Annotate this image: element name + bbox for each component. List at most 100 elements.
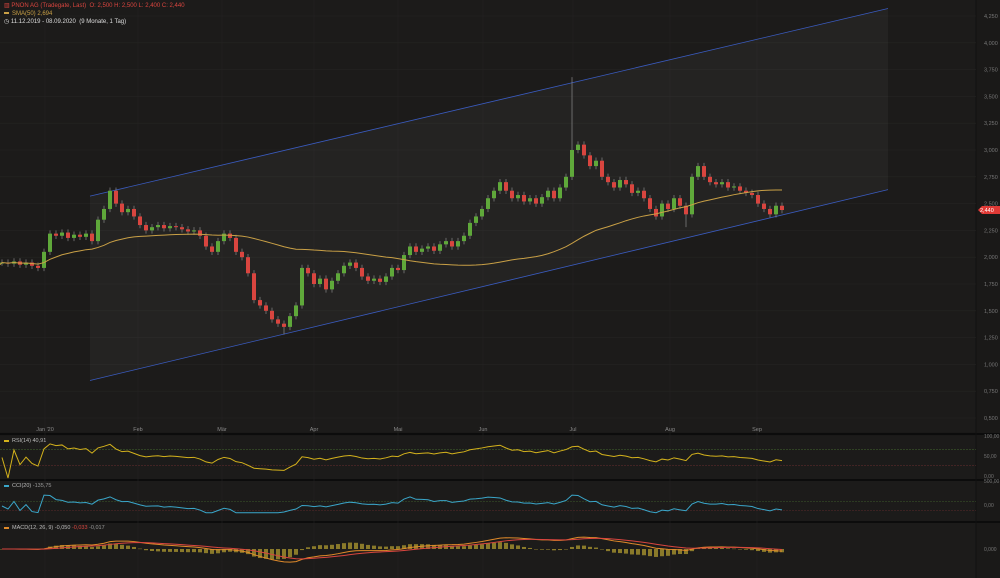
channel-upper-line: [89, 8, 889, 197]
candle: [690, 176, 694, 215]
macd-histogram-bar: [714, 547, 718, 549]
candle: [540, 197, 544, 204]
candle: [48, 233, 52, 252]
candle: [162, 225, 166, 229]
macd-histogram-bar: [726, 548, 730, 549]
x-tick-label: Aug: [665, 427, 675, 433]
candle: [612, 182, 616, 188]
candle: [768, 208, 772, 215]
candle: [432, 246, 436, 251]
candle: [678, 198, 682, 206]
candle: [246, 257, 250, 274]
x-tick-label: Mär: [217, 427, 227, 433]
candle: [108, 190, 112, 209]
macd-histogram-bar: [276, 549, 280, 560]
macd-histogram-bar: [672, 549, 676, 555]
macd-histogram-bar: [354, 542, 358, 549]
macd-histogram-bar: [126, 545, 130, 549]
macd-histogram-bar: [636, 549, 640, 555]
candle: [192, 230, 196, 232]
rsi-tick-label: 0,00: [984, 474, 994, 480]
candle: [180, 227, 184, 230]
candle: [570, 150, 574, 177]
candle: [204, 235, 208, 247]
candle: [510, 190, 514, 199]
ohlc-values: O: 2,500 H: 2,500 L: 2,400 C: 2,440: [89, 3, 185, 9]
candle: [144, 225, 148, 231]
macd-histogram-bar: [150, 549, 154, 551]
candle: [438, 244, 442, 251]
macd-histogram-bar: [492, 542, 496, 549]
candle: [648, 198, 652, 209]
y-tick-label: 1,000: [984, 362, 998, 368]
candle: [270, 310, 274, 320]
macd-signal-value: -0,033: [71, 525, 88, 531]
candle: [96, 219, 100, 242]
macd-histogram-bar: [558, 549, 562, 551]
macd-value: -0,050: [54, 525, 71, 531]
macd-histogram-bar: [306, 547, 310, 549]
candle: [60, 232, 64, 236]
candle: [288, 316, 292, 327]
rsi-label: RSI(14): [12, 438, 31, 444]
candle: [210, 246, 214, 252]
candle: [342, 265, 346, 274]
cci-line: [1, 494, 783, 514]
candle: [354, 262, 358, 268]
y-tick-label: 1,750: [984, 282, 998, 288]
macd-histogram-bar: [168, 549, 172, 552]
macd-histogram-bar: [156, 549, 160, 552]
macd-histogram-bar: [348, 542, 352, 549]
macd-histogram-bar: [426, 544, 430, 549]
candle: [330, 280, 334, 290]
y-tick-label: 2,250: [984, 228, 998, 234]
macd-histogram-bar: [576, 545, 580, 549]
candle: [714, 182, 718, 185]
macd-histogram-bar: [60, 545, 64, 549]
macd-histogram-bar: [324, 545, 328, 549]
macd-histogram-bar: [780, 549, 784, 553]
x-tick-label: Feb: [133, 427, 142, 433]
macd-histogram-bar: [366, 544, 370, 549]
macd-histogram-bar: [684, 549, 688, 555]
macd-histogram-bar: [642, 549, 646, 556]
macd-histogram-bar: [288, 549, 292, 558]
candle: [462, 235, 466, 242]
macd-histogram-bar: [144, 549, 148, 551]
macd-histogram-bar: [510, 544, 514, 549]
candle: [336, 273, 340, 281]
candle: [582, 144, 586, 156]
macd-histogram-bar: [474, 544, 478, 549]
rsi-tick-label: 100,00: [984, 434, 1000, 440]
macd-histogram-bar: [378, 546, 382, 549]
macd-histogram-bar: [246, 549, 250, 555]
candle: [372, 278, 376, 281]
candle: [156, 225, 160, 228]
macd-histogram-bar: [480, 544, 484, 549]
instrument-icon: ▥: [4, 3, 12, 9]
macd-histogram-bar: [384, 546, 388, 549]
candle: [414, 246, 418, 252]
macd-histogram-bar: [162, 549, 166, 552]
candle: [504, 182, 508, 191]
candle: [222, 233, 226, 242]
range-legend: ◷ 11.12.2019 - 08.09.2020 (9 Monate, 1 T…: [4, 18, 126, 26]
macd-histogram-bar: [450, 545, 454, 549]
candle: [744, 190, 748, 193]
macd-histogram-bar: [660, 549, 664, 557]
candle: [672, 198, 676, 209]
candle: [738, 186, 742, 191]
macd-histogram-bar: [630, 549, 634, 555]
candle: [444, 241, 448, 245]
sma-label: SMA(50): [12, 11, 36, 17]
y-tick-label: 2,750: [984, 175, 998, 181]
macd-hist-value: -0,017: [89, 525, 105, 531]
macd-histogram-bar: [180, 549, 184, 553]
sma-line: [0, 189, 783, 266]
macd-histogram-bar: [198, 549, 202, 553]
candle: [684, 205, 688, 215]
macd-histogram-bar: [504, 542, 508, 549]
clock-icon: ◷: [4, 19, 11, 25]
candle: [348, 262, 352, 266]
